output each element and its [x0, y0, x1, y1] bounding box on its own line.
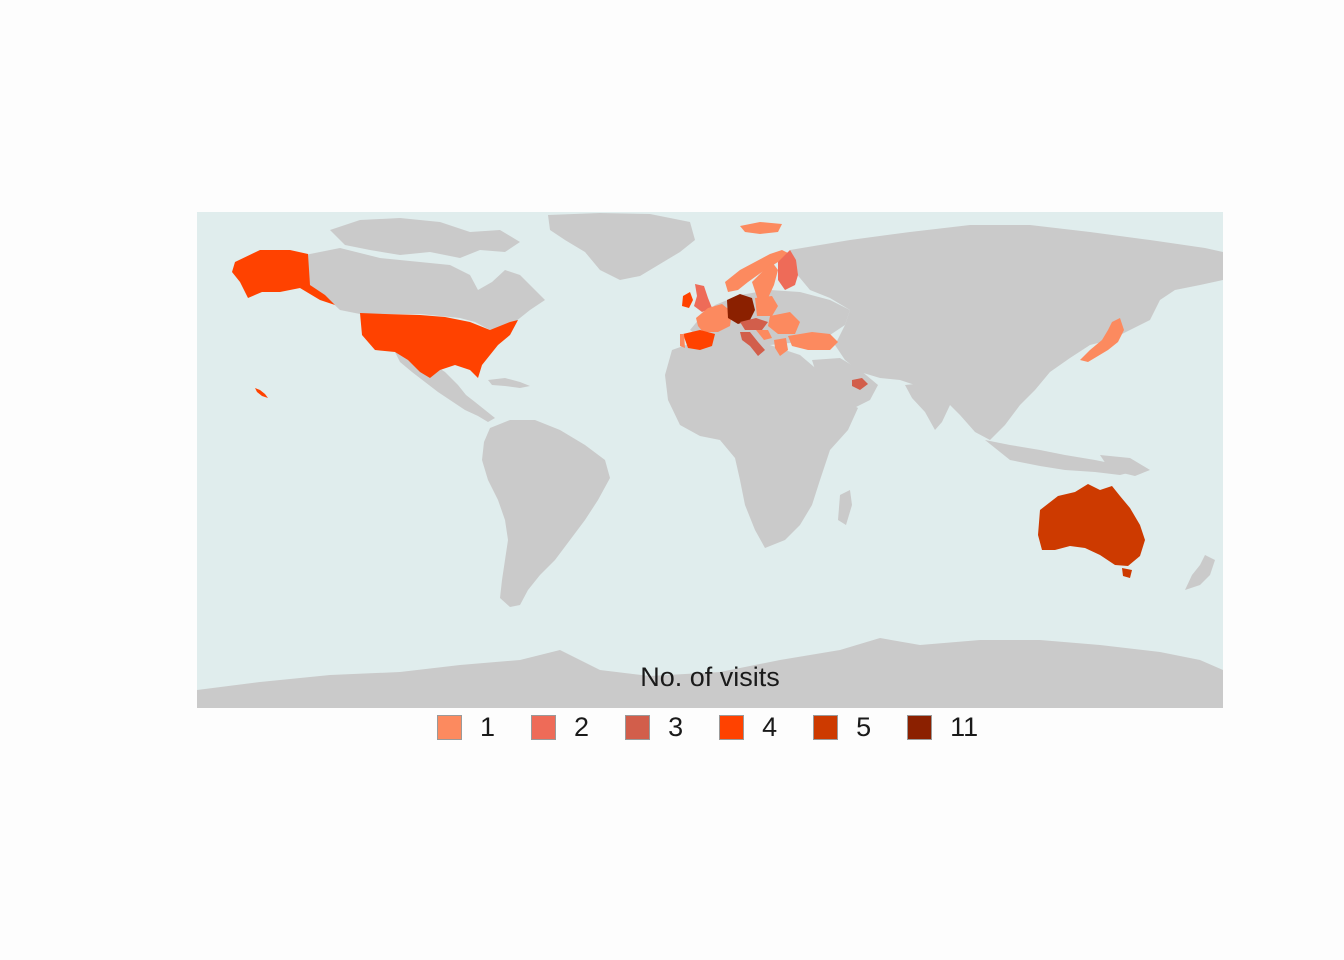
legend-item-3: 3 — [625, 712, 683, 742]
country-croatia — [756, 330, 772, 340]
country-austria — [740, 318, 768, 330]
land-se-asia — [985, 440, 1140, 475]
land-new-guinea — [1100, 455, 1150, 476]
legend-item-1: 1 — [437, 712, 495, 742]
legend-item-11: 11 — [907, 712, 978, 742]
land-north-america — [305, 248, 545, 330]
legend-swatch — [813, 714, 839, 740]
country-usa-alaska — [232, 250, 335, 305]
country-eastern-europe — [768, 312, 800, 334]
legend-label: 4 — [762, 712, 778, 742]
land-greenland — [548, 213, 695, 280]
country-australia — [1038, 484, 1145, 566]
legend: 1 2 3 4 5 11 — [437, 712, 978, 742]
land-india — [905, 382, 955, 430]
country-poland — [755, 296, 778, 316]
legend-label: 1 — [480, 712, 496, 742]
legend-swatch — [907, 714, 933, 740]
country-spain — [683, 330, 715, 350]
legend-swatch — [719, 714, 745, 740]
country-germany — [727, 294, 755, 324]
country-sweden — [752, 262, 778, 300]
legend-title: No. of visits — [640, 662, 780, 692]
country-australia-tasmania — [1122, 568, 1132, 578]
country-portugal — [680, 334, 685, 348]
country-uk — [694, 284, 712, 312]
legend-label: 3 — [668, 712, 684, 742]
country-usa — [360, 313, 518, 378]
land-caribbean — [488, 378, 530, 388]
legend-item-5: 5 — [813, 712, 871, 742]
country-ireland — [682, 292, 693, 308]
land-asia — [790, 225, 1223, 440]
country-france — [696, 304, 732, 332]
legend-swatch — [437, 714, 462, 740]
country-finland — [778, 250, 798, 290]
visited-layer — [232, 222, 1145, 578]
land-africa — [665, 338, 858, 548]
legend-swatch — [625, 714, 651, 740]
legend-item-4: 4 — [719, 712, 777, 742]
country-usa-hawaii — [255, 388, 268, 398]
land-madagascar — [838, 490, 852, 525]
country-norway — [725, 250, 790, 292]
land-arabia — [812, 358, 878, 410]
legend-label: 2 — [574, 712, 590, 742]
country-turkey — [788, 332, 838, 350]
country-italy — [740, 332, 765, 356]
country-japan — [1080, 318, 1124, 362]
legend-item-2: 2 — [531, 712, 589, 742]
land-new-zealand — [1185, 555, 1215, 590]
legend-label: 11 — [950, 712, 979, 742]
legend-swatch — [531, 714, 557, 740]
land-south-america — [482, 420, 610, 607]
land-arctic-islands — [330, 218, 520, 258]
legend-label: 5 — [856, 712, 872, 742]
country-uae — [852, 378, 868, 390]
land-antarctica — [197, 638, 1223, 708]
country-svalbard — [740, 222, 782, 234]
country-greece — [774, 338, 788, 356]
